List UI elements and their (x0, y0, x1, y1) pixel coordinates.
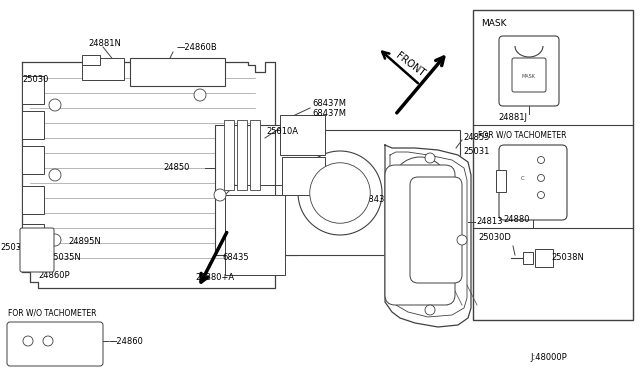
Bar (225, 195, 285, 275)
FancyBboxPatch shape (499, 36, 559, 106)
Bar (22, 146, 44, 174)
Bar (130, 58, 225, 86)
Bar (215, 125, 297, 255)
Text: —24860: —24860 (109, 337, 144, 346)
Bar (275, 130, 460, 255)
Circle shape (538, 157, 545, 164)
Bar (82, 58, 124, 80)
Text: 25038N: 25038N (551, 253, 584, 263)
Polygon shape (22, 62, 275, 288)
Text: 68437M: 68437M (312, 99, 346, 108)
Bar (82, 55, 100, 65)
Text: 68435+A: 68435+A (363, 196, 403, 205)
Bar (523, 252, 533, 264)
Circle shape (538, 174, 545, 182)
Circle shape (49, 169, 61, 181)
Bar (22, 224, 44, 252)
Text: 25035N: 25035N (48, 253, 81, 263)
FancyBboxPatch shape (512, 58, 546, 92)
Text: —24860B: —24860B (177, 44, 218, 52)
Text: FOR W/O TACHOMETER: FOR W/O TACHOMETER (478, 131, 566, 140)
Circle shape (23, 336, 33, 346)
Text: 25010A: 25010A (266, 128, 298, 137)
Circle shape (194, 89, 206, 101)
Text: 25031M: 25031M (0, 243, 34, 251)
FancyBboxPatch shape (410, 177, 462, 283)
Text: 24880: 24880 (503, 215, 529, 224)
Bar (224, 120, 234, 190)
Text: MASK: MASK (522, 74, 536, 78)
Bar (250, 120, 260, 190)
Text: FRONT: FRONT (394, 51, 426, 79)
Circle shape (457, 235, 467, 245)
Text: 68435: 68435 (222, 253, 248, 263)
Text: 24881N: 24881N (88, 39, 121, 48)
Text: 24880+A: 24880+A (195, 273, 234, 282)
Circle shape (392, 157, 448, 213)
Circle shape (49, 99, 61, 111)
FancyBboxPatch shape (7, 322, 103, 366)
Circle shape (401, 166, 440, 205)
Circle shape (49, 234, 61, 246)
Text: FOR W/O TACHOMETER: FOR W/O TACHOMETER (8, 308, 97, 317)
Text: C: C (521, 176, 525, 181)
Text: 25031: 25031 (463, 148, 490, 157)
Text: 24850: 24850 (163, 164, 189, 173)
Circle shape (425, 153, 435, 163)
Circle shape (538, 192, 545, 199)
Text: 24860P: 24860P (38, 270, 70, 279)
Text: J:48000P: J:48000P (530, 353, 567, 362)
Bar (535, 249, 553, 267)
Text: 24895N: 24895N (68, 237, 100, 247)
Bar (22, 111, 44, 139)
Circle shape (425, 305, 435, 315)
Bar (22, 76, 44, 104)
Circle shape (214, 189, 226, 201)
Text: 24813: 24813 (476, 218, 502, 227)
FancyBboxPatch shape (385, 165, 455, 305)
FancyBboxPatch shape (499, 145, 567, 220)
Circle shape (310, 163, 370, 223)
FancyBboxPatch shape (20, 228, 54, 272)
Circle shape (298, 151, 382, 235)
Bar (237, 120, 247, 190)
Text: 25030D: 25030D (478, 234, 511, 243)
Text: 24855: 24855 (463, 134, 490, 142)
Text: 24881J: 24881J (498, 112, 527, 122)
Bar (282, 157, 325, 195)
Bar (280, 115, 325, 155)
Circle shape (43, 336, 53, 346)
Bar (473, 10, 633, 320)
Bar (22, 186, 44, 214)
Polygon shape (385, 145, 471, 327)
Text: 25030: 25030 (22, 76, 49, 84)
Text: MASK: MASK (481, 19, 506, 29)
Bar (496, 170, 506, 192)
Text: 68437M: 68437M (312, 109, 346, 118)
